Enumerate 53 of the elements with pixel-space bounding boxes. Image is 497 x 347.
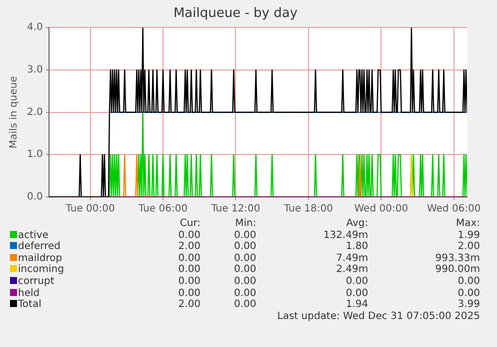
text: 990.00m (434, 264, 480, 276)
x-tick-label: Wed 06:00 (426, 204, 481, 215)
text: 2.00 (456, 241, 480, 253)
text: 7.49m (335, 252, 368, 264)
text: 1.80 (344, 241, 368, 253)
text: 0.00 (232, 276, 256, 288)
text: 0.00 (232, 241, 256, 253)
y-tick-label: 4.0 (26, 22, 43, 34)
x-tick-label: Tue 06:00 (137, 204, 188, 215)
text: 132.49m (322, 230, 368, 242)
text: 0.00 (456, 288, 480, 300)
text: 0.00 (177, 252, 201, 264)
text: 0.00 (177, 276, 201, 288)
text: 0.00 (232, 230, 256, 242)
text: 1.99 (456, 230, 480, 242)
text: 2.49m (335, 264, 368, 276)
y-tick-label: 1.0 (26, 149, 43, 160)
x-tick-label: Tue 12:00 (210, 204, 260, 215)
text: 0.00 (177, 230, 201, 242)
text: 3.99 (456, 299, 480, 311)
text: Min: (234, 218, 256, 230)
legend-label: corrupt (17, 276, 56, 288)
y-axis-title: Mails in queue (8, 76, 20, 148)
text: 0.00 (177, 288, 201, 300)
text: Last update: Wed Dec 31 07:05:00 2025 (276, 310, 480, 322)
x-tick-label: Tue 00:00 (64, 204, 115, 215)
text: 0.00 (232, 299, 256, 311)
legend-label: deferred (17, 241, 62, 253)
legend-label: held (17, 288, 41, 299)
text: 0.00 (456, 276, 480, 288)
text: 2.00 (177, 241, 201, 253)
legend-label: maildrop (17, 252, 64, 264)
text: 993.33m (434, 252, 480, 264)
y-tick-label: 3.0 (26, 64, 43, 76)
chart-title: Mailqueue - by day (173, 6, 298, 22)
text: 0.00 (232, 252, 256, 264)
text: Max: (454, 218, 480, 230)
legend-label: incoming (17, 264, 65, 276)
text: 0.00 (177, 264, 201, 276)
text: 1.94 (344, 299, 368, 311)
text: 0.00 (344, 288, 368, 300)
text: 0.00 (232, 288, 256, 300)
text: 0.00 (344, 276, 368, 288)
y-tick-label: 2.0 (26, 106, 43, 118)
text: Avg: (345, 218, 368, 230)
y-tick-label: 0.0 (26, 192, 43, 203)
x-tick-label: Tue 18:00 (282, 204, 333, 215)
legend-label: active (17, 230, 50, 241)
legend-label: Total (17, 299, 42, 311)
text: 0.00 (232, 264, 256, 276)
text: 2.00 (177, 299, 201, 311)
text: Cur: (178, 218, 201, 230)
x-tick-label: Wed 00:00 (354, 204, 408, 215)
